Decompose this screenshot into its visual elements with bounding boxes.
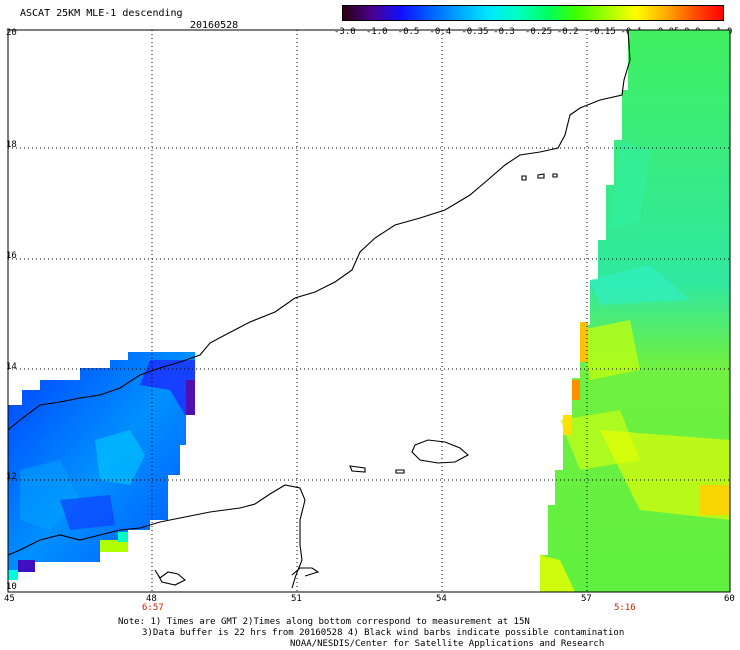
colorbar-label: -0.35 (461, 27, 489, 37)
lat-label-12: 12 (6, 472, 17, 482)
colorbar-label: -0.5 (397, 27, 420, 37)
east-swath (540, 30, 730, 592)
lat-label-10: 10 (6, 582, 17, 592)
lon-label-60: 60 (724, 594, 735, 604)
product-title: ASCAT 25KM MLE-1 descending (20, 8, 183, 19)
colorbar-label: -3.0 (334, 27, 356, 37)
lat-label-14: 14 (6, 362, 17, 372)
colorbar-label: -0.25 (525, 27, 553, 37)
note-line-3: NOAA/NESDIS/Center for Satellite Applica… (290, 639, 605, 649)
east-pass-time: 5:16 (614, 603, 636, 613)
lat-label-16: 16 (6, 251, 17, 261)
lat-label-18: 18 (6, 140, 17, 150)
note-line-1: Note: 1) Times are GMT 2)Times along bot… (118, 617, 530, 627)
map-frame (7, 29, 731, 593)
colorbar-label: -0.15 (588, 27, 616, 37)
lon-label-57: 57 (581, 594, 592, 604)
lon-label-54: 54 (436, 594, 447, 604)
colorbar-label: -0.3 (493, 27, 515, 37)
colorbar-labels: -3.0-1.0-0.5-0.4-0.35-0.3-0.25-0.2-0.15-… (330, 27, 740, 39)
lat-label-20: 20 (6, 28, 17, 38)
product-date: 20160528 (190, 20, 239, 31)
west-pass-time: 6:57 (142, 603, 164, 613)
colorbar (342, 5, 724, 21)
lon-label-48: 48 (146, 594, 157, 604)
colorbar-label: -1.0 (365, 27, 388, 37)
coastline (7, 29, 631, 589)
lon-label-45: 45 (4, 594, 15, 604)
lat-lon-grid (8, 30, 730, 592)
west-swath (8, 352, 195, 580)
colorbar-gradient (342, 5, 724, 21)
note-line-2: 3)Data buffer is 22 hrs from 20160528 4)… (142, 628, 625, 638)
colorbar-label: -0.2 (556, 27, 579, 37)
colorbar-label: -0.4 (429, 27, 452, 37)
lon-label-51: 51 (291, 594, 302, 604)
